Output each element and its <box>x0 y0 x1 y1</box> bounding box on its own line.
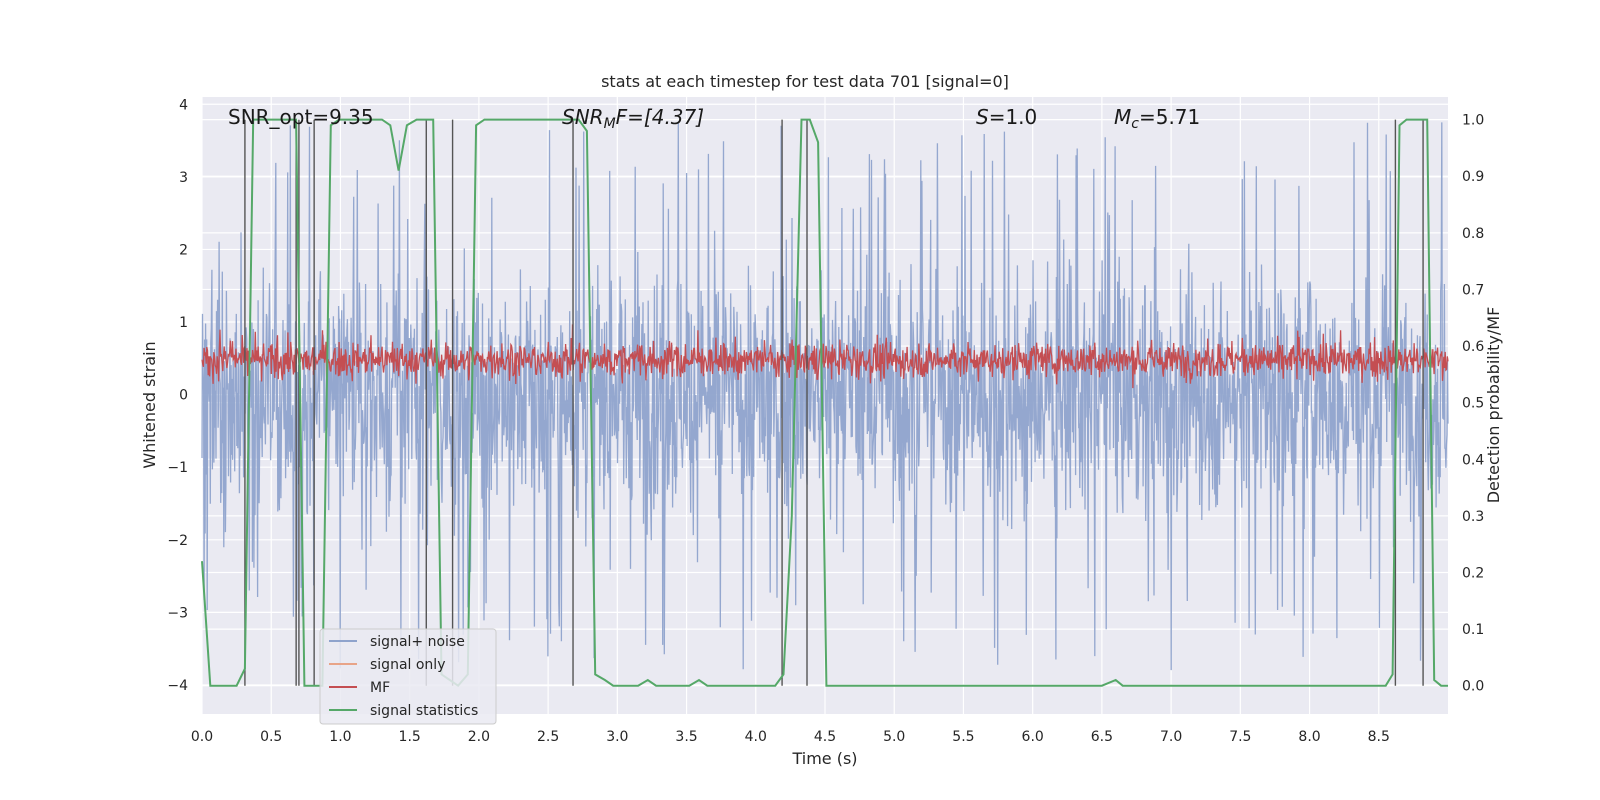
x-tick-label: 5.0 <box>883 729 905 745</box>
x-axis-label: Time (s) <box>791 749 857 768</box>
annotation-s: S=1.0 <box>976 105 1037 129</box>
x-tick-label: 2.0 <box>468 729 490 745</box>
y-axis-label-left: Whitened strain <box>140 341 159 468</box>
legend-label-mf: MF <box>370 680 390 696</box>
x-tick-label: 7.0 <box>1160 729 1182 745</box>
statistics-series-group <box>201 118 1448 688</box>
x-tick-label: 8.5 <box>1368 729 1390 745</box>
tick-labels-group: 0.0 0.5 1.0 1.5 2.0 2.5 3.0 3.5 4.0 4.5 5.0 5.5 6.0 6… <box>167 97 1484 745</box>
y-tick-label-right: 0.7 <box>1462 282 1484 298</box>
y-tick-label-right: 0.1 <box>1462 622 1484 638</box>
y-tick-label-left: 4 <box>179 97 188 113</box>
x-tick-label: 7.5 <box>1229 729 1251 745</box>
annotation-mc-rest: =5.71 <box>1139 105 1200 129</box>
x-tick-label: 6.0 <box>1022 729 1044 745</box>
y-tick-label-right: 0.5 <box>1462 396 1484 412</box>
x-tick-label: 8.0 <box>1298 729 1320 745</box>
y-tick-label-right: 0.9 <box>1462 169 1484 185</box>
y-tick-label-left: 2 <box>179 242 188 258</box>
y-tick-label-right: 0.0 <box>1462 679 1484 695</box>
annotation-snr-mf-base: SNR <box>562 105 604 129</box>
annotation-snr-opt: SNR_opt=9.35 <box>228 105 374 129</box>
y-tick-label-right: 0.3 <box>1462 509 1484 525</box>
annotation-snr-mf: SNRMF=[4.37] <box>562 105 704 132</box>
y-tick-label-left: −3 <box>167 605 188 621</box>
x-tick-label: 6.5 <box>1091 729 1113 745</box>
legend-label-statistics: signal statistics <box>370 703 478 719</box>
chart-title: stats at each timestep for test data 701… <box>601 72 1009 91</box>
legend-label-noise: signal+ noise <box>370 634 465 650</box>
y-tick-label-right: 0.8 <box>1462 226 1484 242</box>
y-tick-label-left: −2 <box>167 533 188 549</box>
y-tick-label-right: 0.6 <box>1462 339 1484 355</box>
vertical-lines-group <box>244 119 1424 686</box>
annotation-s-rest: =1.0 <box>989 105 1038 129</box>
x-tick-label: 1.0 <box>329 729 351 745</box>
x-tick-label: 4.0 <box>745 729 767 745</box>
annotation-s-var: S <box>976 105 989 129</box>
annotation-mc: Mc=5.71 <box>1114 105 1200 132</box>
y-tick-label-left: 3 <box>179 170 188 186</box>
annotation-mc-sub: c <box>1131 116 1139 132</box>
y-tick-label-left: 0 <box>179 388 188 404</box>
x-tick-label: 3.5 <box>675 729 697 745</box>
y-tick-label-right: 0.2 <box>1462 565 1484 581</box>
x-tick-label: 4.5 <box>814 729 836 745</box>
y-tick-label-right: 0.4 <box>1462 452 1484 468</box>
y-tick-label-left: −1 <box>167 460 188 476</box>
legend-label-signal-only: signal only <box>370 657 445 673</box>
annotation-mc-var: M <box>1114 105 1131 129</box>
y-tick-label-right: 1.0 <box>1462 113 1484 129</box>
annotation-snr-mf-rest: F=[4.37] <box>616 105 704 129</box>
annotation-snr-mf-sub: M <box>604 116 616 132</box>
mf-series-line <box>201 324 1449 389</box>
x-tick-label: 5.5 <box>952 729 974 745</box>
x-tick-label: 0.0 <box>191 729 213 745</box>
y-axis-label-right: Detection probability/MF <box>1484 307 1503 504</box>
x-tick-label: 1.5 <box>399 729 421 745</box>
statistics-series-line <box>201 118 1448 688</box>
y-tick-label-left: −4 <box>167 678 188 694</box>
x-tick-label: 3.0 <box>606 729 628 745</box>
x-tick-label: 0.5 <box>260 729 282 745</box>
x-tick-label: 2.5 <box>537 729 559 745</box>
mf-series-group <box>201 324 1449 389</box>
y-tick-label-left: 1 <box>179 315 188 331</box>
grid <box>201 97 1448 714</box>
legend-box <box>319 628 497 725</box>
legend: signal+ noise signal only MF signal stat… <box>319 628 497 725</box>
